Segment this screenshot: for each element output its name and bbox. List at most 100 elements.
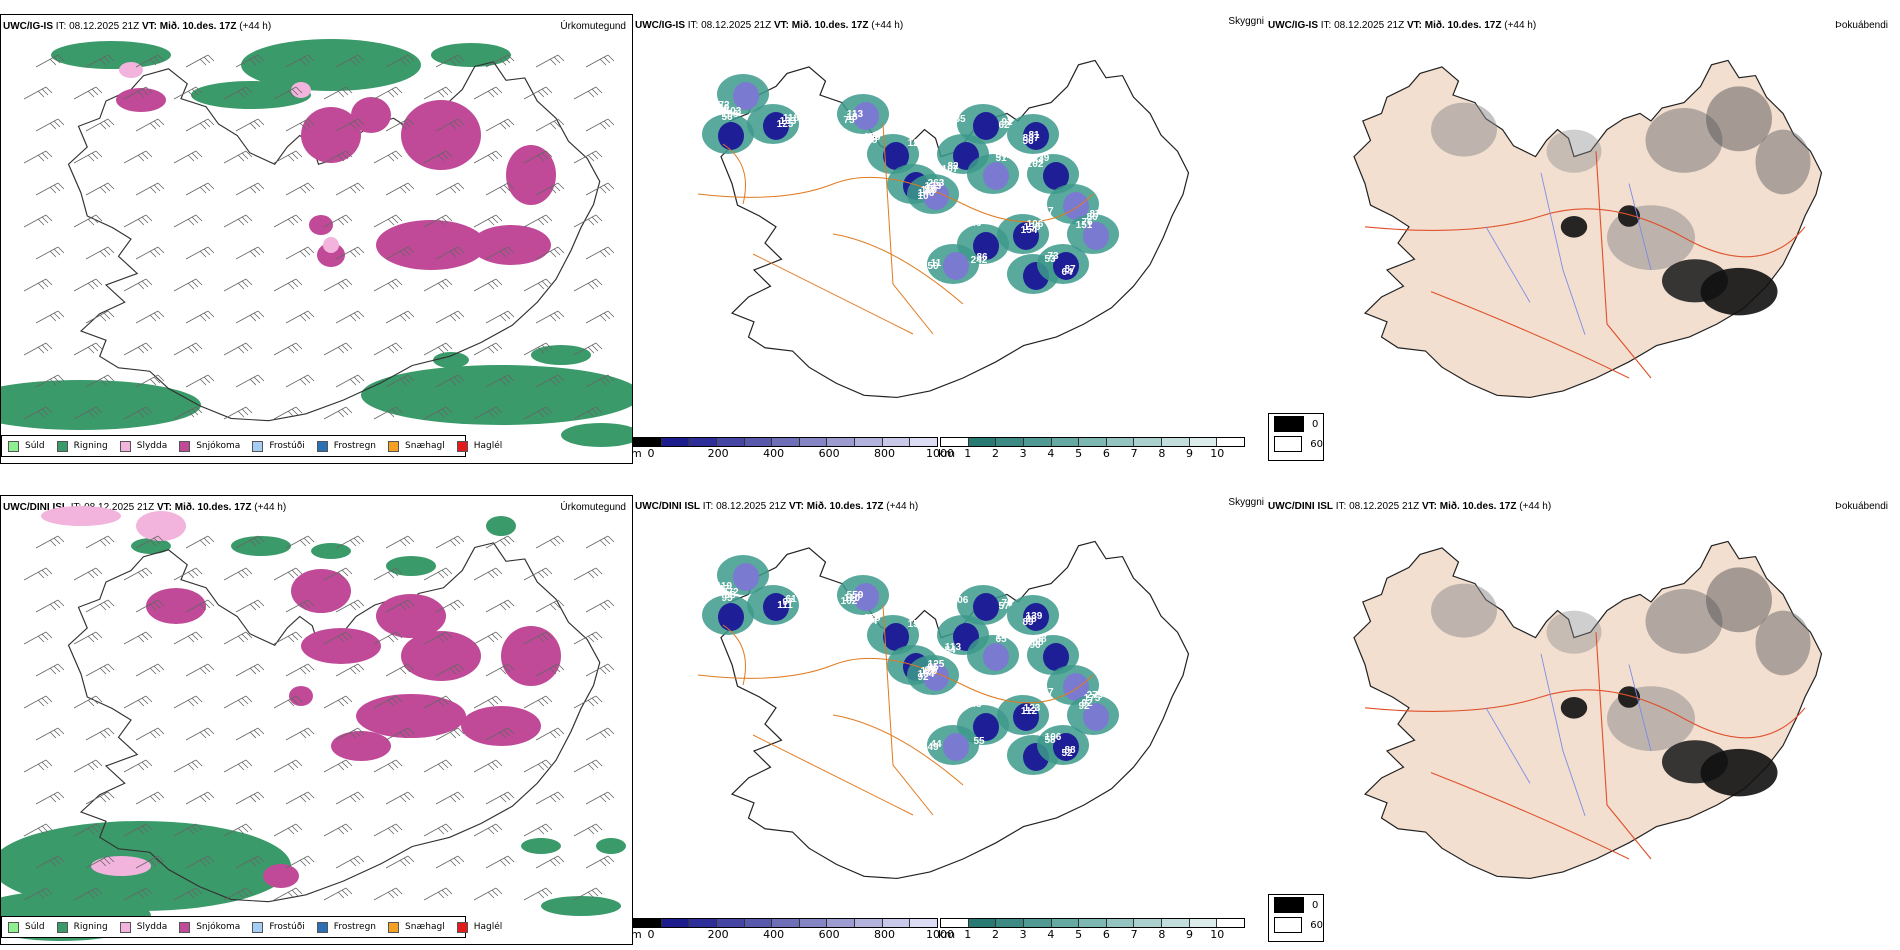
wind-barb-icon [223,567,253,581]
colorbar-tick-label: 600 [818,447,840,460]
panel-header: UWC/DINI ISL IT: 08.12.2025 21Z VT: Mið.… [1268,501,1551,513]
visibility-value-label: 134 [861,616,878,627]
colorbar-segment [827,919,856,927]
wind-barb-icon [423,406,453,420]
wind-barb-icon [173,695,203,709]
visibility-value-label: 72 [727,587,739,598]
legend-label: Frostúði [269,441,305,451]
wind-barb-icon [323,887,353,901]
wind-barb-icon [185,246,215,260]
wind-barb-icon [185,599,215,613]
rain-patch [231,536,291,556]
wind-barb-icon [535,535,565,549]
wind-barb-icon [35,663,65,677]
coastline [67,61,601,422]
rain-patch [51,41,171,69]
wind-barb-icon [473,695,503,709]
wind-barb-icon [35,54,65,68]
rain-areas [1,39,632,447]
colorbar-tick-label: 9 [1186,447,1194,460]
wind-barb-icon [385,727,415,741]
wind-barb-icon [123,823,153,837]
legend-item: Snæhagl [388,921,445,933]
precip-type-map [1,506,626,941]
colorbar-segment [744,919,773,927]
wind-barb-icon [223,150,253,164]
colorbar-tick-label: 6 [1102,447,1110,460]
vt-label: VT: [1406,20,1422,31]
legend-label: Súld [25,441,45,451]
wind-barb-icon [73,887,103,901]
wind-barb-icon [73,567,103,581]
panel-header: UWC/IG-IS IT: 08.12.2025 21Z VT: Mið. 10… [1268,20,1536,32]
wind-barb-icon [323,278,353,292]
wind-barb-icon [323,86,353,100]
snow-patch [291,569,351,613]
wind-barb-icon [585,535,615,549]
fog-patch [1700,267,1778,316]
it-label: IT: [55,21,67,32]
panel-type-label: Úrkomutegund [560,21,626,32]
wind-barb-icon [423,342,453,356]
wind-barb-icon [73,342,103,356]
wind-barb-icon [223,214,253,228]
wind-barb-icon [585,855,615,869]
wind-barb-icon [123,759,153,773]
colorbar-ticks: km 1 2 3 4 5 6 7 8 9 10 [938,447,1245,461]
visibility-value-label: 146 [918,188,935,199]
road-line [882,604,934,816]
visibility-value-label: 134 [999,628,1016,639]
panel-type-label: Skyggni [1228,497,1264,508]
legend-label: Frostregn [333,441,377,451]
legend-label: Snæhagl [405,441,445,451]
wind-barb-icon [85,310,115,324]
wind-barb-icon [535,374,565,388]
visibility-value-label: 88 [1064,745,1076,756]
snow-patch [263,864,299,888]
wind-barb-icon [385,535,415,549]
wind-barb-icon [473,759,503,773]
visibility-value-label: 242 [971,255,988,266]
wind-barb-icon [435,246,465,260]
colorbar-segment [716,438,745,446]
colorbar-tick-label: 1 [964,928,972,941]
fog-legend-label: 60 [1310,438,1323,450]
wind-barb-icon [573,214,603,228]
rain-patch [131,538,171,554]
fog-patch [1560,697,1588,719]
wind-barb-icon [385,118,415,132]
wind-barb-icon [223,278,253,292]
colorbar-tick-label: 10 [1210,447,1225,460]
wind-barb-icon [535,54,565,68]
wind-barb-icon [285,663,315,677]
vt-value: Mið. 10.des. 17Z [791,20,869,31]
legend-swatch [8,440,19,452]
vt-label: VT: [773,20,789,31]
cloud-base-colorbar: m 0 200 400 600 800 1000 [631,437,954,461]
colorbar-tick-label: 1 [964,447,972,460]
wind-barb-icon [235,535,265,549]
wind-barb-icon [35,374,65,388]
wind-barb-icon [485,599,515,613]
visibility-value-label: 559 [847,590,864,601]
wind-barb-icon [285,727,315,741]
legend-swatch [179,440,191,452]
colorbar-tick-label: 800 [874,447,896,460]
panel-type-label: Þokuábendi [1835,20,1888,31]
rain-patch [486,516,516,536]
wind-barb-icon [423,631,453,645]
wind-barb-icon [273,406,303,420]
wind-barb-icon [135,310,165,324]
wind-barb-icon [335,54,365,68]
wind-barb-icon [573,406,603,420]
wind-barb-icon [235,727,265,741]
rain-patch [433,352,469,368]
colorbar-tick-label: 7 [1130,447,1138,460]
road-network [1364,151,1806,379]
wind-barb-icon [85,54,115,68]
wind-barb-icon [335,535,365,549]
wind-barb-icon [85,599,115,613]
legend-item: Slydda [119,440,167,452]
wind-barb-icon [23,406,53,420]
